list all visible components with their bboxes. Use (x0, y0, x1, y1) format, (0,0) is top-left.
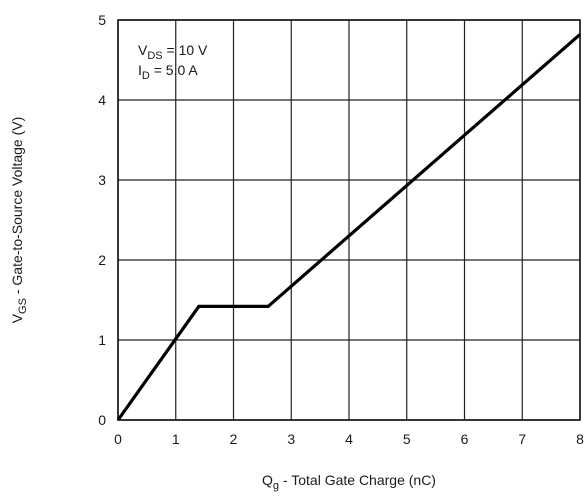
x-tick-label: 5 (403, 431, 411, 447)
grid (117, 19, 581, 421)
y-tick-label: 0 (98, 412, 106, 428)
y-tick-label: 3 (98, 172, 106, 188)
x-tick-label: 4 (345, 431, 353, 447)
x-axis-label: Qg - Total Gate Charge (nC) (262, 472, 436, 492)
plot-frame (117, 19, 581, 421)
x-tick-labels: 0 1 2 3 4 5 6 7 8 (114, 431, 584, 447)
y-tick-label: 2 (98, 252, 106, 268)
y-tick-label: 1 (98, 332, 106, 348)
x-tick-label: 3 (287, 431, 295, 447)
x-tick-label: 7 (518, 431, 526, 447)
series-line (116, 33, 582, 421)
y-tick-label: 4 (98, 92, 106, 108)
y-tick-labels: 0 1 2 3 4 5 (98, 12, 106, 428)
x-tick-label: 8 (576, 431, 584, 447)
x-tick-label: 0 (114, 431, 122, 447)
annotation-id: ID = 5.0 A (138, 62, 198, 82)
y-axis-label: VGS - Gate-to-Source Voltage (V) (9, 117, 29, 324)
y-tick-label: 5 (98, 12, 106, 28)
x-tick-label: 6 (461, 431, 469, 447)
x-tick-label: 1 (172, 431, 180, 447)
x-tick-label: 2 (230, 431, 238, 447)
annotation-vds: VDS = 10 V (138, 42, 208, 62)
